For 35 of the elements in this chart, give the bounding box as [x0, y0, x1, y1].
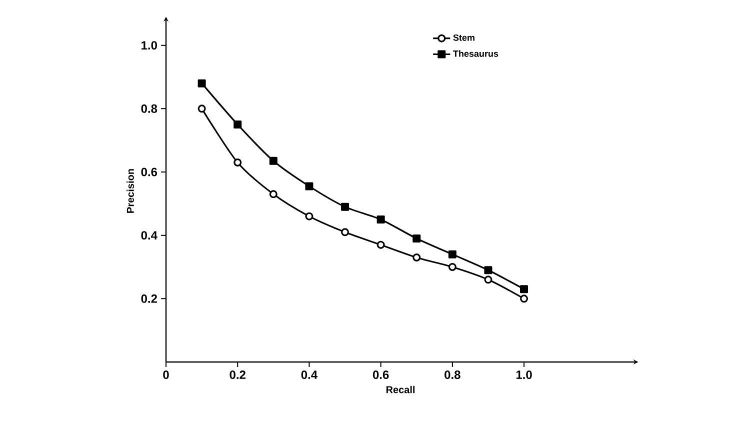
y-axis-title: Precision — [126, 169, 134, 213]
point — [341, 228, 350, 236]
point — [234, 120, 242, 128]
point — [269, 156, 278, 165]
point — [198, 104, 206, 113]
point — [269, 190, 278, 198]
point — [520, 285, 528, 294]
point — [234, 158, 242, 166]
point — [376, 240, 385, 249]
point — [520, 294, 528, 303]
point — [412, 234, 421, 242]
y-tick-label: 0.8 — [141, 104, 158, 113]
point — [376, 215, 385, 224]
point — [305, 212, 314, 220]
x-axis-title: Recall — [386, 386, 415, 394]
point — [198, 79, 206, 88]
x-tick-label: 0 — [163, 370, 169, 380]
point — [412, 253, 421, 262]
y-tick-label: 0.2 — [141, 294, 157, 303]
point — [484, 266, 492, 274]
y-tick-label: 0.4 — [141, 231, 158, 240]
point — [305, 182, 314, 190]
legend-label: Stem — [453, 34, 474, 41]
x-tick-label: 1.0 — [516, 370, 532, 380]
legend-label: Thesaurus — [453, 50, 498, 57]
x-tick-label: 0.8 — [444, 370, 460, 380]
y-tick-label: 1.0 — [142, 41, 157, 50]
point — [448, 262, 456, 271]
x-tick-label: 0.6 — [372, 370, 389, 380]
point — [484, 276, 492, 284]
point — [448, 250, 456, 258]
point — [341, 202, 350, 211]
y-tick-label: 0.6 — [141, 168, 158, 176]
x-tick-label: 0.4 — [301, 370, 318, 380]
x-tick-label: 0.2 — [230, 370, 246, 380]
